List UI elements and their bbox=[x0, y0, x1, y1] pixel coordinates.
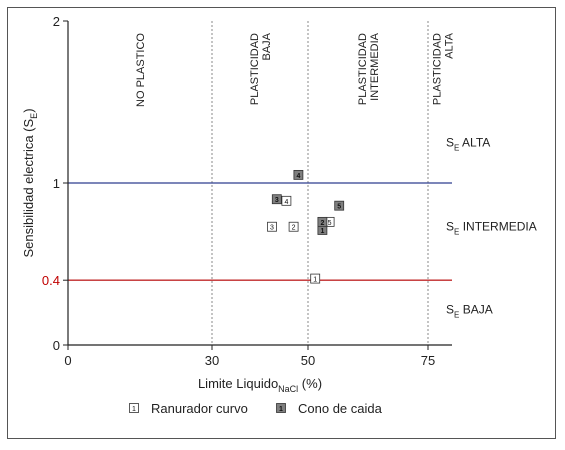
zone-label: PLASTICIDAD bbox=[431, 33, 443, 105]
cono-point bbox=[334, 200, 345, 211]
ranurador-point-label: 5 bbox=[328, 220, 332, 227]
y-tick-label: 2 bbox=[53, 14, 60, 29]
x-tick-label: 0 bbox=[64, 353, 71, 368]
zone-label: ALTA bbox=[443, 32, 455, 59]
cono-point-label: 2 bbox=[320, 220, 324, 227]
ranurador-point-label: 4 bbox=[284, 199, 288, 206]
cono-point bbox=[317, 216, 328, 227]
ranurador-point-label: 3 bbox=[270, 225, 274, 232]
y-axis-label: Sensibilidad electrica (SE) bbox=[21, 108, 39, 257]
x-tick-label: 50 bbox=[301, 353, 315, 368]
cono-point bbox=[271, 194, 282, 205]
x-tick-label: 75 bbox=[421, 353, 435, 368]
cono-point bbox=[293, 169, 304, 180]
ranurador-point-label: 1 bbox=[313, 277, 317, 284]
cono-point-label: 4 bbox=[296, 173, 300, 180]
legend-marker-label: 1 bbox=[132, 406, 136, 413]
figure-frame bbox=[7, 7, 556, 439]
legend-marker bbox=[276, 403, 286, 413]
legend-label: Cono de caida bbox=[298, 401, 383, 416]
legend-marker bbox=[129, 403, 139, 413]
ranurador-point bbox=[267, 221, 277, 232]
y-tick-label: 0 bbox=[53, 338, 60, 353]
ranurador-point-label: 2 bbox=[292, 225, 296, 232]
zone-label: NO PLASTICO bbox=[135, 33, 147, 107]
zone-label: BAJA bbox=[261, 32, 273, 60]
legend-marker-label: 1 bbox=[279, 406, 283, 413]
zone-label: INTERMEDIA bbox=[369, 32, 381, 101]
zone-label: PLASTICIDAD bbox=[357, 33, 369, 105]
sensitivity-label: SE BAJA bbox=[446, 302, 493, 319]
cono-point-label: 5 bbox=[337, 204, 341, 211]
y-tick-label: 0.4 bbox=[42, 273, 60, 288]
x-tick-label: 30 bbox=[205, 353, 219, 368]
x-axis-label: Limite LiquidoNaCl (%) bbox=[198, 376, 322, 394]
zone-label: PLASTICIDAD bbox=[249, 33, 261, 105]
legend-label: Ranurador curvo bbox=[151, 401, 248, 416]
cono-point-label: 3 bbox=[275, 197, 279, 204]
ranurador-point bbox=[310, 273, 321, 284]
cono-point-label: 1 bbox=[320, 228, 324, 235]
ranurador-point bbox=[281, 195, 292, 206]
ranurador-point bbox=[288, 221, 299, 232]
y-tick-label: 1 bbox=[53, 176, 60, 191]
sensitivity-label: SE ALTA bbox=[446, 136, 490, 153]
sensitivity-label: SE INTERMEDIA bbox=[446, 220, 537, 237]
